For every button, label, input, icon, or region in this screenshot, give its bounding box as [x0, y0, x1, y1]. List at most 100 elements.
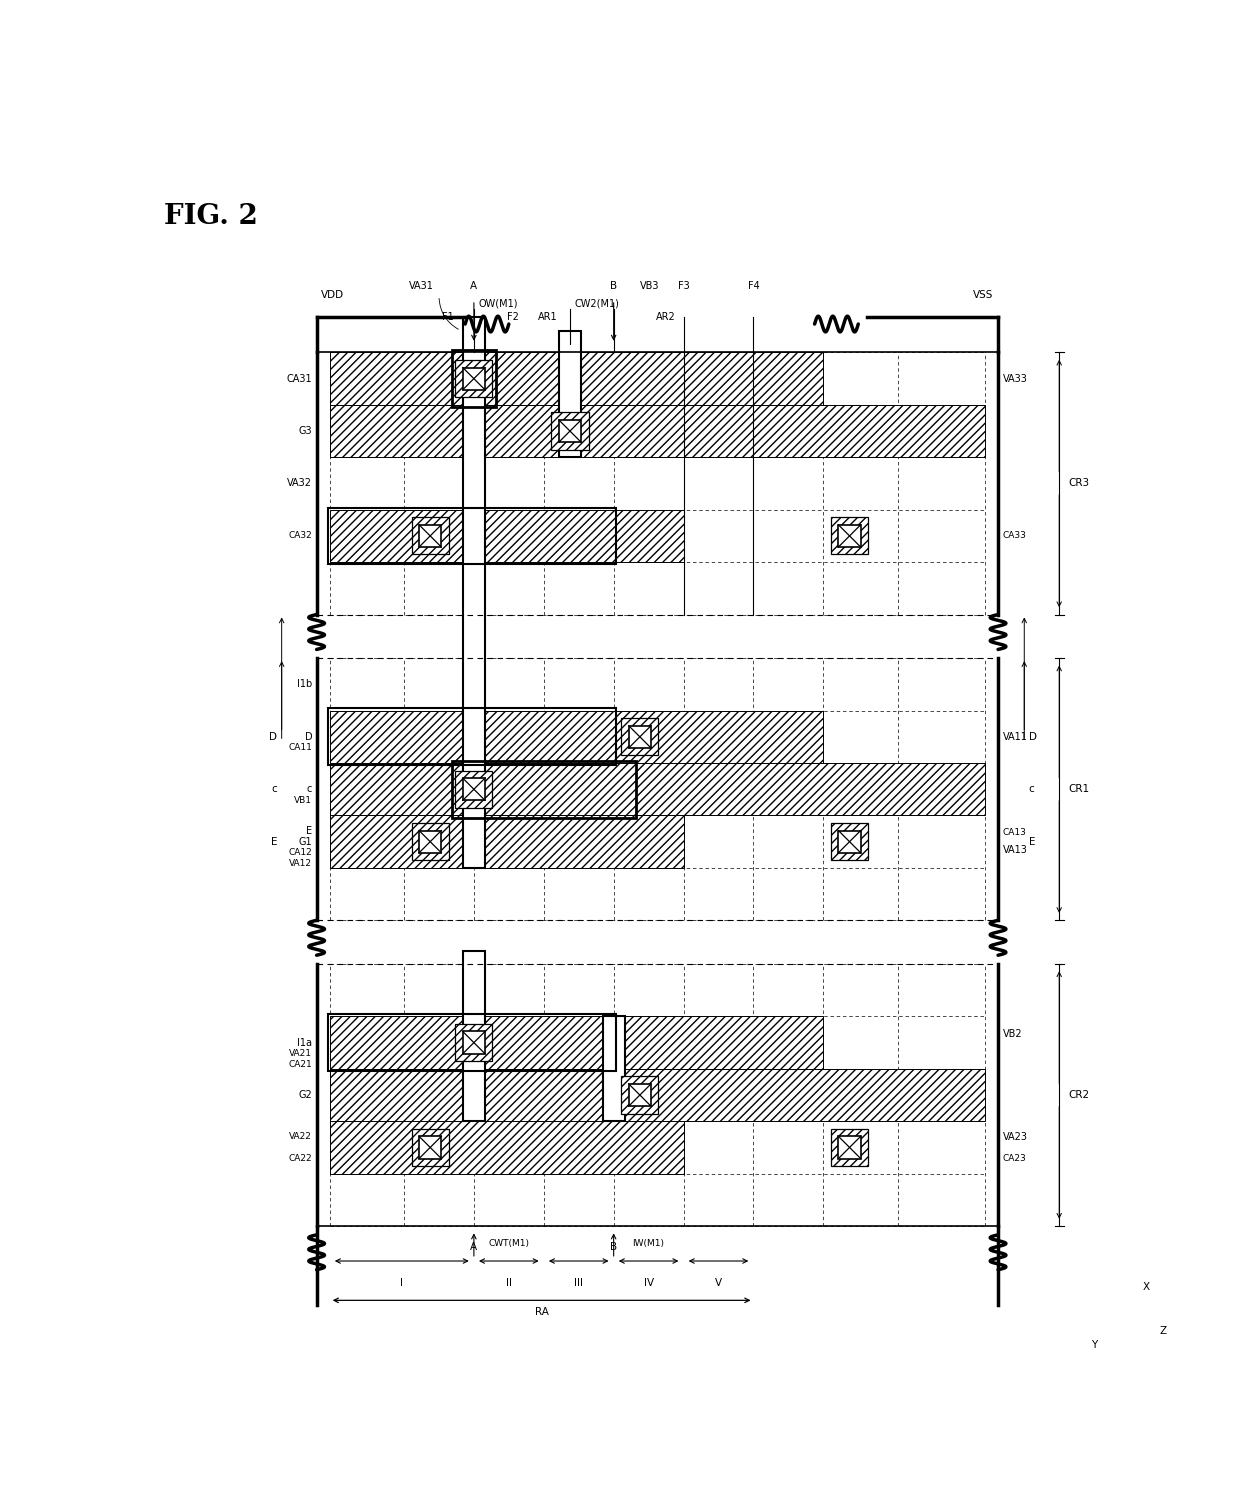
Text: CA33: CA33	[1002, 532, 1027, 541]
Bar	[327, 1014, 616, 1071]
Text: F3: F3	[678, 282, 689, 291]
Bar	[330, 815, 683, 867]
Bar	[831, 822, 868, 860]
Text: X: X	[1142, 1282, 1149, 1293]
Text: VB3: VB3	[640, 282, 660, 291]
Bar	[831, 1129, 868, 1165]
Text: c: c	[272, 785, 278, 794]
Text: A: A	[470, 1242, 477, 1252]
Text: VDD: VDD	[321, 291, 345, 300]
Bar	[330, 509, 683, 562]
Bar	[412, 822, 449, 860]
Text: CR2: CR2	[1068, 1091, 1089, 1100]
Bar	[463, 777, 485, 800]
Text: CA31: CA31	[286, 373, 312, 383]
Text: E: E	[306, 825, 312, 836]
Bar	[330, 1017, 823, 1068]
Text: IW(M1): IW(M1)	[632, 1239, 665, 1248]
Bar	[463, 1032, 485, 1053]
Bar	[327, 709, 616, 765]
Bar	[838, 1137, 861, 1158]
Text: III: III	[574, 1278, 583, 1288]
Text: D: D	[305, 733, 312, 742]
Bar	[330, 710, 823, 762]
Text: CA13: CA13	[1002, 828, 1027, 837]
Text: CR3: CR3	[1068, 478, 1089, 488]
Bar	[412, 517, 449, 554]
Text: VA33: VA33	[1002, 373, 1027, 383]
Text: c: c	[306, 785, 312, 794]
Bar	[463, 951, 485, 1121]
Text: CA23: CA23	[1002, 1153, 1027, 1162]
Text: I: I	[401, 1278, 403, 1288]
Text: CR1: CR1	[1068, 785, 1089, 794]
Bar	[831, 517, 868, 554]
Text: CA21: CA21	[289, 1061, 312, 1070]
Text: G2: G2	[299, 1091, 312, 1100]
Text: VB2: VB2	[1002, 1029, 1022, 1040]
Text: VA32: VA32	[288, 478, 312, 488]
Bar	[419, 830, 441, 852]
Bar	[419, 524, 441, 547]
Text: CWT(M1): CWT(M1)	[489, 1239, 529, 1248]
Bar	[838, 524, 861, 547]
Bar	[327, 508, 616, 565]
Bar	[419, 1137, 441, 1158]
Text: VA21: VA21	[289, 1049, 312, 1058]
Bar	[559, 331, 580, 457]
Text: c: c	[1029, 785, 1034, 794]
Bar	[455, 360, 492, 397]
Bar	[330, 1121, 683, 1173]
Bar	[629, 1085, 651, 1106]
Bar	[603, 1017, 625, 1121]
Text: I1b: I1b	[298, 680, 312, 689]
Text: AR2: AR2	[656, 312, 676, 322]
Text: CA11: CA11	[289, 743, 312, 752]
Text: B: B	[610, 1242, 618, 1252]
Text: D: D	[1029, 733, 1037, 742]
Text: E: E	[1029, 837, 1035, 846]
Text: F1: F1	[441, 312, 454, 322]
Text: VSS: VSS	[973, 291, 993, 300]
Text: CW2(M1): CW2(M1)	[574, 298, 619, 309]
Text: CA12: CA12	[289, 848, 312, 857]
Bar	[412, 1129, 449, 1165]
Text: II: II	[506, 1278, 512, 1288]
Bar	[455, 1025, 492, 1061]
Bar	[330, 762, 985, 815]
Text: D: D	[269, 733, 278, 742]
Bar	[453, 761, 635, 818]
Text: I1a: I1a	[298, 1038, 312, 1047]
Bar	[455, 770, 492, 807]
Text: Z: Z	[1159, 1326, 1167, 1336]
Bar	[621, 718, 658, 755]
Text: IV: IV	[644, 1278, 653, 1288]
Text: F2: F2	[507, 312, 520, 322]
Text: V: V	[715, 1278, 722, 1288]
Bar	[330, 1068, 985, 1121]
Text: CA22: CA22	[289, 1153, 312, 1162]
Text: OW(M1): OW(M1)	[479, 298, 518, 309]
Bar	[621, 1077, 658, 1113]
Text: Y: Y	[1091, 1339, 1097, 1350]
Bar	[838, 830, 861, 852]
Bar	[463, 318, 485, 867]
Text: E: E	[270, 837, 278, 846]
Bar	[330, 352, 823, 404]
Text: G1: G1	[299, 837, 312, 846]
Text: VA13: VA13	[1002, 845, 1027, 855]
Text: VA11: VA11	[1002, 733, 1027, 742]
Text: G3: G3	[299, 425, 312, 436]
Text: AR1: AR1	[538, 312, 558, 322]
Bar	[559, 419, 582, 442]
Text: A: A	[470, 282, 477, 291]
Bar	[629, 725, 651, 748]
Bar	[552, 412, 589, 449]
Text: F4: F4	[748, 282, 759, 291]
Text: RA: RA	[534, 1306, 548, 1317]
Text: VA12: VA12	[289, 858, 312, 867]
Text: CA32: CA32	[289, 532, 312, 541]
Text: VA23: VA23	[1002, 1131, 1028, 1141]
Text: VB1: VB1	[294, 795, 312, 804]
Text: VA22: VA22	[289, 1132, 312, 1141]
